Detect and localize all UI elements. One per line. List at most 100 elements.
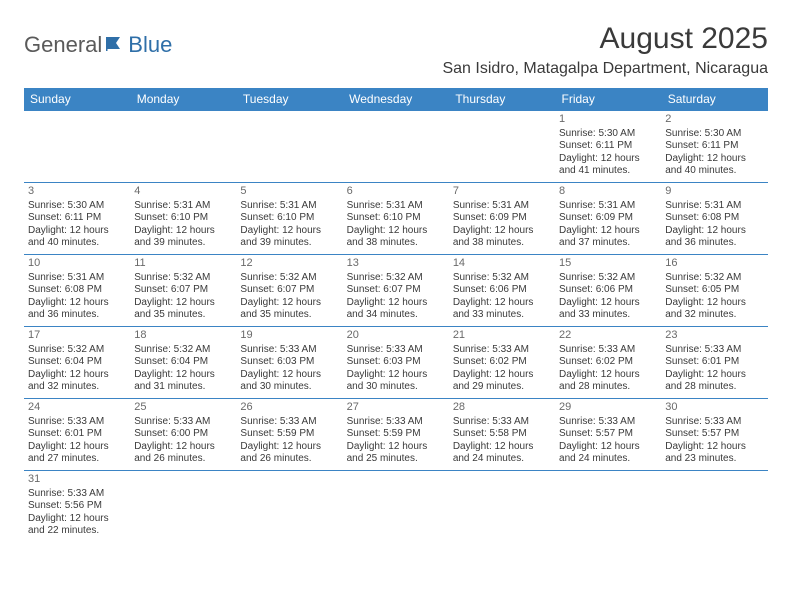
calendar-day-cell: 11Sunrise: 5:32 AMSunset: 6:07 PMDayligh…: [130, 255, 236, 327]
sunrise-line: Sunrise: 5:33 AM: [347, 344, 445, 357]
day-number: 14: [453, 257, 551, 271]
day-number: 24: [28, 401, 126, 415]
day-number: 20: [347, 329, 445, 343]
daylight-line: Daylight: 12 hours and 29 minutes.: [453, 369, 551, 394]
day-number: 21: [453, 329, 551, 343]
sunrise-line: Sunrise: 5:30 AM: [665, 128, 763, 141]
sunset-line: Sunset: 5:56 PM: [28, 500, 126, 513]
sunrise-line: Sunrise: 5:31 AM: [347, 200, 445, 213]
daylight-line: Daylight: 12 hours and 28 minutes.: [559, 369, 657, 394]
daylight-line: Daylight: 12 hours and 31 minutes.: [134, 369, 232, 394]
daylight-line: Daylight: 12 hours and 33 minutes.: [559, 297, 657, 322]
page-title: August 2025: [442, 22, 768, 56]
sunrise-line: Sunrise: 5:33 AM: [240, 344, 338, 357]
calendar-day-cell: 28Sunrise: 5:33 AMSunset: 5:58 PMDayligh…: [449, 399, 555, 471]
sunset-line: Sunset: 6:11 PM: [665, 140, 763, 153]
sunset-line: Sunset: 6:06 PM: [453, 284, 551, 297]
sunset-line: Sunset: 5:57 PM: [665, 428, 763, 441]
sunset-line: Sunset: 5:59 PM: [240, 428, 338, 441]
day-number: 26: [240, 401, 338, 415]
weekday-header: Friday: [555, 88, 661, 111]
sunrise-line: Sunrise: 5:30 AM: [559, 128, 657, 141]
sunrise-line: Sunrise: 5:32 AM: [347, 272, 445, 285]
sunrise-line: Sunrise: 5:31 AM: [559, 200, 657, 213]
sunrise-line: Sunrise: 5:31 AM: [28, 272, 126, 285]
sunset-line: Sunset: 6:07 PM: [347, 284, 445, 297]
calendar-empty-cell: [343, 111, 449, 183]
calendar-header-row: SundayMondayTuesdayWednesdayThursdayFrid…: [24, 88, 768, 111]
day-number: 6: [347, 185, 445, 199]
daylight-line: Daylight: 12 hours and 36 minutes.: [665, 225, 763, 250]
daylight-line: Daylight: 12 hours and 34 minutes.: [347, 297, 445, 322]
day-number: 4: [134, 185, 232, 199]
calendar-empty-cell: [236, 471, 342, 543]
calendar-day-cell: 20Sunrise: 5:33 AMSunset: 6:03 PMDayligh…: [343, 327, 449, 399]
calendar-day-cell: 22Sunrise: 5:33 AMSunset: 6:02 PMDayligh…: [555, 327, 661, 399]
day-number: 22: [559, 329, 657, 343]
daylight-line: Daylight: 12 hours and 24 minutes.: [559, 441, 657, 466]
calendar-day-cell: 9Sunrise: 5:31 AMSunset: 6:08 PMDaylight…: [661, 183, 767, 255]
daylight-line: Daylight: 12 hours and 24 minutes.: [453, 441, 551, 466]
sunset-line: Sunset: 6:04 PM: [28, 356, 126, 369]
sunrise-line: Sunrise: 5:31 AM: [134, 200, 232, 213]
sunrise-line: Sunrise: 5:32 AM: [559, 272, 657, 285]
calendar-empty-cell: [24, 111, 130, 183]
sunrise-line: Sunrise: 5:31 AM: [665, 200, 763, 213]
calendar-day-cell: 30Sunrise: 5:33 AMSunset: 5:57 PMDayligh…: [661, 399, 767, 471]
calendar-day-cell: 4Sunrise: 5:31 AMSunset: 6:10 PMDaylight…: [130, 183, 236, 255]
day-number: 18: [134, 329, 232, 343]
daylight-line: Daylight: 12 hours and 36 minutes.: [28, 297, 126, 322]
calendar-day-cell: 7Sunrise: 5:31 AMSunset: 6:09 PMDaylight…: [449, 183, 555, 255]
sunrise-line: Sunrise: 5:33 AM: [347, 416, 445, 429]
sunrise-line: Sunrise: 5:32 AM: [665, 272, 763, 285]
sunset-line: Sunset: 6:02 PM: [559, 356, 657, 369]
day-number: 11: [134, 257, 232, 271]
calendar-empty-cell: [130, 111, 236, 183]
daylight-line: Daylight: 12 hours and 30 minutes.: [240, 369, 338, 394]
sunset-line: Sunset: 6:08 PM: [665, 212, 763, 225]
sunrise-line: Sunrise: 5:33 AM: [453, 416, 551, 429]
sunrise-line: Sunrise: 5:33 AM: [559, 416, 657, 429]
calendar-empty-cell: [449, 111, 555, 183]
calendar-day-cell: 26Sunrise: 5:33 AMSunset: 5:59 PMDayligh…: [236, 399, 342, 471]
logo-text-blue: Blue: [128, 32, 172, 58]
day-number: 31: [28, 473, 126, 487]
sunrise-line: Sunrise: 5:31 AM: [240, 200, 338, 213]
day-number: 27: [347, 401, 445, 415]
daylight-line: Daylight: 12 hours and 35 minutes.: [240, 297, 338, 322]
daylight-line: Daylight: 12 hours and 33 minutes.: [453, 297, 551, 322]
calendar-day-cell: 29Sunrise: 5:33 AMSunset: 5:57 PMDayligh…: [555, 399, 661, 471]
sunset-line: Sunset: 6:03 PM: [347, 356, 445, 369]
sunset-line: Sunset: 6:03 PM: [240, 356, 338, 369]
weekday-header: Monday: [130, 88, 236, 111]
sunset-line: Sunset: 6:07 PM: [240, 284, 338, 297]
sunrise-line: Sunrise: 5:33 AM: [665, 416, 763, 429]
daylight-line: Daylight: 12 hours and 40 minutes.: [665, 153, 763, 178]
sunrise-line: Sunrise: 5:32 AM: [240, 272, 338, 285]
calendar-day-cell: 10Sunrise: 5:31 AMSunset: 6:08 PMDayligh…: [24, 255, 130, 327]
daylight-line: Daylight: 12 hours and 39 minutes.: [240, 225, 338, 250]
daylight-line: Daylight: 12 hours and 26 minutes.: [134, 441, 232, 466]
daylight-line: Daylight: 12 hours and 27 minutes.: [28, 441, 126, 466]
calendar-day-cell: 12Sunrise: 5:32 AMSunset: 6:07 PMDayligh…: [236, 255, 342, 327]
sunset-line: Sunset: 6:06 PM: [559, 284, 657, 297]
sunset-line: Sunset: 6:00 PM: [134, 428, 232, 441]
day-number: 28: [453, 401, 551, 415]
sunrise-line: Sunrise: 5:33 AM: [28, 488, 126, 501]
daylight-line: Daylight: 12 hours and 38 minutes.: [347, 225, 445, 250]
calendar-day-cell: 2Sunrise: 5:30 AMSunset: 6:11 PMDaylight…: [661, 111, 767, 183]
sunrise-line: Sunrise: 5:33 AM: [134, 416, 232, 429]
weekday-header: Tuesday: [236, 88, 342, 111]
calendar-day-cell: 16Sunrise: 5:32 AMSunset: 6:05 PMDayligh…: [661, 255, 767, 327]
daylight-line: Daylight: 12 hours and 25 minutes.: [347, 441, 445, 466]
sunrise-line: Sunrise: 5:32 AM: [134, 272, 232, 285]
sunset-line: Sunset: 6:01 PM: [28, 428, 126, 441]
sunset-line: Sunset: 6:10 PM: [134, 212, 232, 225]
day-number: 8: [559, 185, 657, 199]
day-number: 17: [28, 329, 126, 343]
sunrise-line: Sunrise: 5:32 AM: [453, 272, 551, 285]
weekday-header: Saturday: [661, 88, 767, 111]
calendar-empty-cell: [661, 471, 767, 543]
daylight-line: Daylight: 12 hours and 32 minutes.: [28, 369, 126, 394]
calendar-empty-cell: [343, 471, 449, 543]
